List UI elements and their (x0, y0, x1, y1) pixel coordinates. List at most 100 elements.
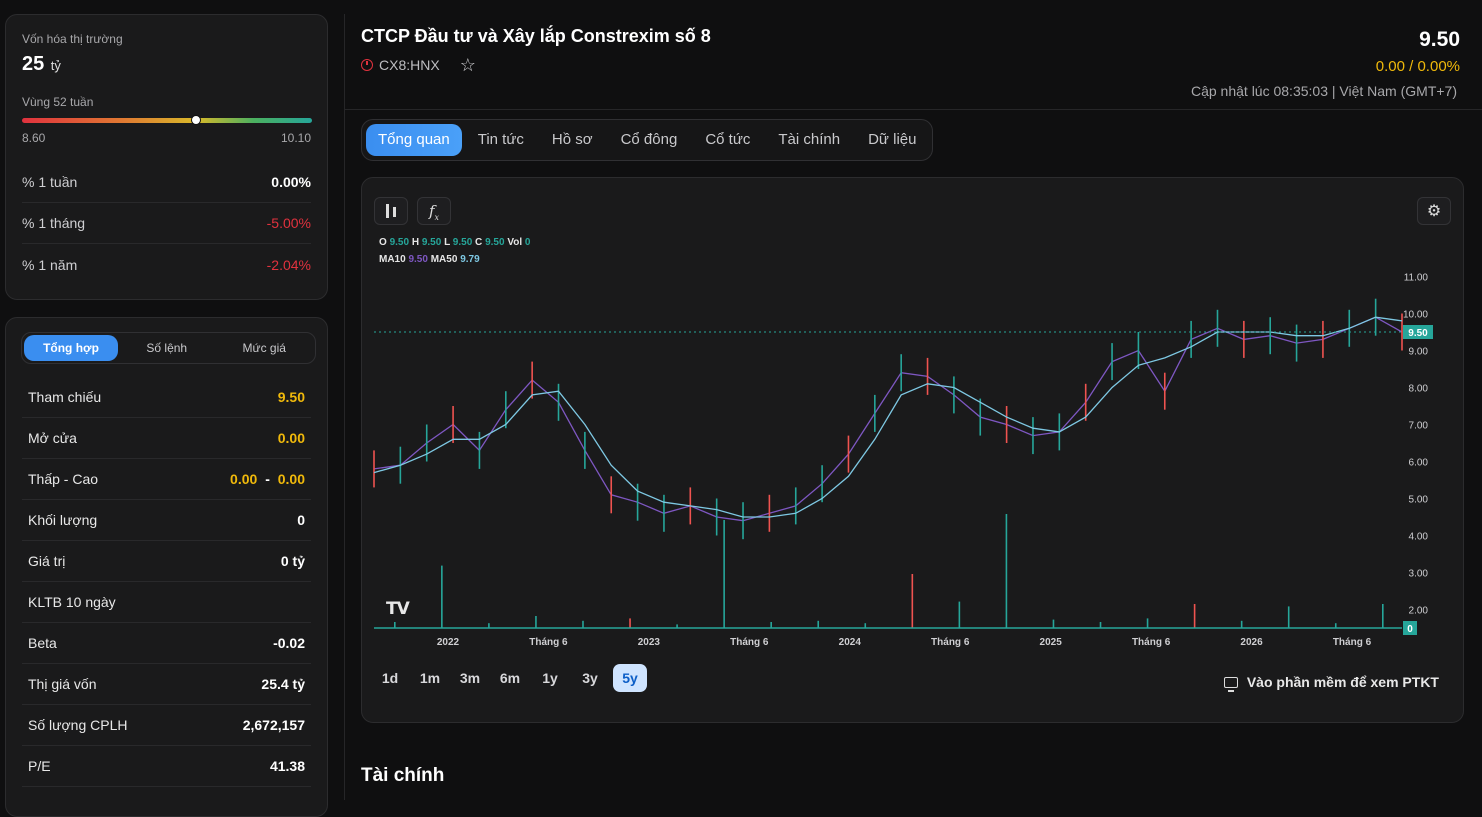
volume-bar (723, 520, 725, 628)
y-tick-label: 3.00 (1409, 569, 1429, 580)
stat-row: Thị giá vốn 25.4 tỷ (22, 664, 311, 705)
y-tick-label: 10.00 (1403, 310, 1428, 321)
timeframe-6m[interactable]: 6m (499, 670, 521, 686)
volume-bar (488, 623, 490, 628)
x-tick-label: 2025 (1040, 637, 1063, 648)
perf-row-year: % 1 năm -2.04% (22, 244, 311, 285)
price-change: 0.00 / 0.00% (1375, 58, 1460, 75)
y-tick-label: 11.00 (1404, 273, 1429, 284)
ma50-label: MA50 (430, 254, 458, 265)
volume-bar (1240, 620, 1243, 628)
range52-low: 8.60 (22, 131, 46, 145)
timeframe-1y[interactable]: 1y (542, 670, 558, 686)
y-tick-label: 4.00 (1409, 532, 1429, 543)
volume-bar (1334, 623, 1337, 628)
star-icon[interactable]: ☆ (459, 55, 476, 75)
last-price-badge (1403, 325, 1433, 339)
timeframe-1m[interactable]: 1m (419, 670, 441, 686)
perf-value: 0.00% (271, 174, 311, 190)
tab-tong-hop[interactable]: Tổng hợp (24, 335, 118, 361)
l-value: 9.50 (452, 237, 473, 248)
stat-value: -0.02 (273, 635, 305, 651)
stat-row: KLTB 10 ngày (22, 582, 311, 623)
perf-row-week: % 1 tuần 0.00% (22, 162, 311, 203)
open-ptkt-link[interactable]: Vào phần mềm để xem PTKT (1223, 674, 1439, 692)
chart-card: fx ⚙ O 9.50 H 9.50 L 9.50 C 9.50 Vol 0 M… (361, 177, 1464, 723)
perf-label: % 1 tuần (22, 174, 78, 190)
settings-button[interactable]: ⚙ (1417, 197, 1451, 225)
summary-tabs: Tổng hợp Số lệnh Mức giá (21, 332, 316, 364)
volume-bar (441, 565, 443, 628)
candlestick-toggle-button[interactable] (374, 197, 408, 225)
main-tabs: Tổng quan Tin tức Hồ sơ Cổ đông Cổ tức T… (361, 119, 934, 161)
stat-row: Tham chiếu 9.50 (22, 377, 311, 418)
o-label: O (379, 237, 387, 248)
price-chart[interactable]: 11.00 10.00 9.00 8.00 7.00 6.00 5.00 4.00 3.00 2.… (362, 178, 1465, 658)
stat-value: 0.00 (277, 430, 305, 446)
ma10-label: MA10 (379, 254, 406, 265)
indicator-button[interactable]: fx (417, 197, 451, 225)
stat-row: Beta -0.02 (22, 623, 311, 664)
stat-label: Số lượng CPLH (28, 717, 128, 733)
x-tick-label: Tháng 6 (730, 637, 769, 648)
stat-row: Khối lượng 0 (22, 500, 311, 541)
volume-bar (1287, 606, 1290, 628)
tab-tai-chinh[interactable]: Tài chính (778, 131, 841, 148)
clock-icon (361, 59, 373, 71)
stat-row: Mở cửa 0.00 (22, 418, 311, 459)
stat-label: Thấp - Cao (28, 471, 99, 487)
stat-label: P/E (28, 758, 51, 774)
tab-co-tuc[interactable]: Cổ tức (705, 131, 751, 148)
open-ptkt-label: Vào phần mềm để xem PTKT (1246, 674, 1439, 690)
x-tick-label: Tháng 6 (1333, 637, 1372, 648)
monitor-icon (1223, 676, 1238, 692)
ma10-line (373, 316, 1403, 522)
x-tick-label: Tháng 6 (1132, 637, 1171, 648)
ma50-line (373, 316, 1403, 518)
tab-du-lieu[interactable]: Dữ liệu (868, 131, 917, 148)
stat-value: 0 tỷ (280, 553, 305, 569)
market-cap-unit: tỷ (50, 58, 61, 73)
volume-bar (676, 624, 678, 628)
stat-label: Giá trị (28, 553, 66, 569)
volume-bar (1382, 604, 1384, 628)
stat-label: Beta (28, 635, 57, 651)
timeframe-1d[interactable]: 1d (381, 670, 399, 686)
tab-muc-gia[interactable]: Mức giá (242, 341, 286, 355)
ticker-row: CX8:HNX ☆ (361, 55, 476, 75)
range52-bar (22, 115, 312, 125)
price: 9.50 (1419, 28, 1460, 51)
c-value: 9.50 (485, 237, 505, 248)
tab-ho-so[interactable]: Hồ sơ (551, 131, 593, 148)
function-icon: fx (428, 202, 440, 222)
updated-time: Cập nhật lúc 08:35:03 | Việt Nam (GMT+7) (1190, 83, 1457, 99)
volume-bar (817, 620, 820, 628)
stat-value: 0 (297, 512, 305, 528)
timeframe-3m[interactable]: 3m (459, 670, 481, 686)
h-label: H (411, 237, 420, 248)
h-value: 9.50 (421, 237, 442, 248)
stat-high: 0.00 (277, 471, 305, 487)
volume-bar (1005, 514, 1008, 628)
summary-card: Tổng hợp Số lệnh Mức giá Tham chiếu 9.50… (5, 317, 328, 817)
header-divider (345, 109, 1482, 110)
timeframe-5y[interactable]: 5y (613, 664, 647, 692)
x-tick-label: Tháng 6 (529, 637, 568, 648)
tab-co-dong[interactable]: Cổ đông (620, 131, 678, 148)
tab-so-lenh[interactable]: Số lệnh (146, 341, 188, 355)
volume-bar (535, 616, 537, 628)
y-tick-label: 6.00 (1409, 458, 1429, 469)
stat-row: Giá trị 0 tỷ (22, 541, 311, 582)
perf-row-month: % 1 tháng -5.00% (22, 203, 311, 244)
stock-title: CTCP Đầu tư và Xây lắp Constrexim số 8 (361, 26, 711, 46)
y-tick-label: 8.00 (1409, 384, 1429, 395)
timeframe-3y[interactable]: 3y (582, 670, 598, 686)
volume-bar (582, 620, 584, 628)
x-tick-label: 2026 (1240, 637, 1263, 648)
stat-value: 9.50 (277, 389, 305, 405)
tab-tong-quan[interactable]: Tổng quan (366, 124, 462, 156)
ma10-value: 9.50 (408, 254, 428, 265)
stat-value: 2,672,157 (242, 717, 305, 733)
tab-tin-tuc[interactable]: Tin tức (477, 131, 524, 148)
y-tick-label: 9.00 (1409, 347, 1429, 358)
